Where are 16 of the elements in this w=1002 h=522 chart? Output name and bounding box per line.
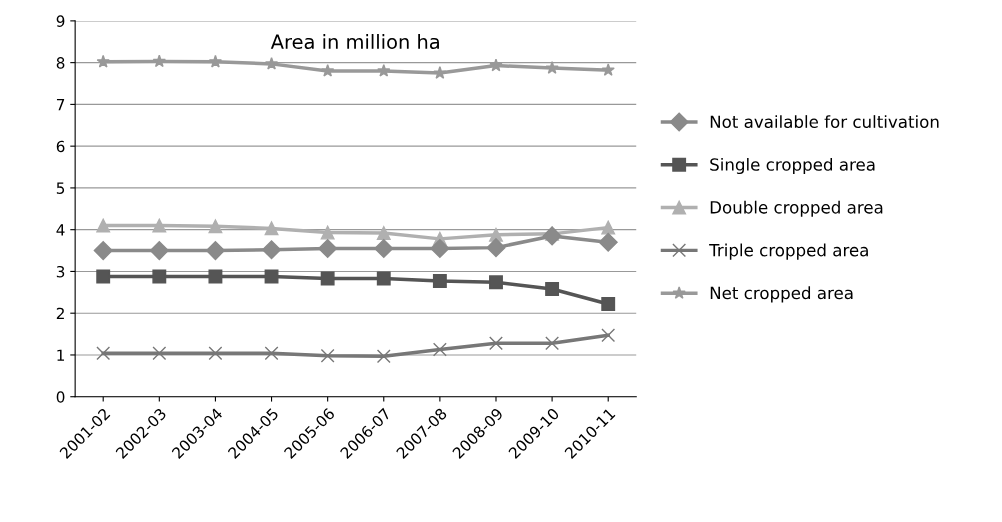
y-tick-label: 4 [56,224,65,236]
legend-label: Double cropped area [710,200,883,217]
y-tick-label: 6 [56,140,65,153]
y-tick-label: 2 [56,307,64,319]
legend-label: Net cropped area [710,286,853,303]
y-tick-label: 7 [56,99,65,111]
legend-label: Triple cropped area [709,243,868,260]
legend-label: Not available for cultivation [710,115,939,129]
y-tick-label: 9 [56,15,65,27]
y-tick-label: 3 [56,265,65,278]
y-tick-label: 5 [56,182,65,194]
y-tick-label: 0 [56,391,65,403]
text: Area in million ha [270,34,439,50]
legend-label: Single cropped area [710,157,875,175]
y-tick-label: 8 [56,57,65,69]
y-tick-label: 1 [57,349,65,361]
